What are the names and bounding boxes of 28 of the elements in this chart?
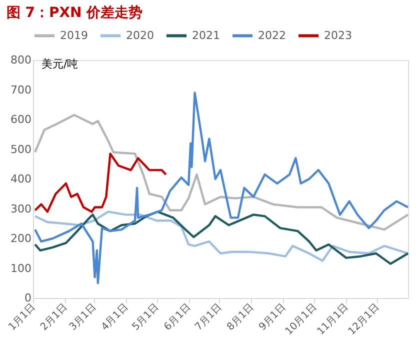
- y-tick-label: 800: [10, 54, 32, 66]
- x-tick-label: 4月1日: [100, 302, 130, 333]
- y-tick-label: 200: [10, 232, 32, 245]
- legend-label: 2019: [60, 28, 88, 42]
- x-tick-label: 2月1日: [38, 302, 70, 333]
- legend-label: 2022: [258, 28, 286, 42]
- x-tick-label: 7月1日: [193, 302, 224, 333]
- y-tick-label: 500: [10, 142, 32, 156]
- line-series: [34, 152, 167, 213]
- legend-label: 2021: [192, 28, 220, 42]
- x-tick-label: 5月1日: [130, 302, 162, 333]
- chart-title: 图 7：PXN 价差走势: [6, 5, 143, 21]
- y-tick-label: 0: [24, 292, 32, 304]
- line-series: [34, 114, 410, 231]
- y-tick-label: 300: [10, 202, 32, 216]
- y-tick-label: 400: [10, 172, 32, 186]
- x-tick-label: 3月1日: [68, 302, 99, 333]
- y-tick-label: 600: [10, 113, 32, 126]
- x-tick-label: 6月1日: [162, 302, 194, 333]
- y-tick-label: 700: [10, 83, 32, 96]
- legend-label: 2023: [324, 28, 352, 42]
- line-series: [34, 92, 410, 284]
- x-tick-label: 12月1日: [346, 302, 382, 338]
- x-tick-label: 8月1日: [225, 302, 256, 333]
- y-tick-label: 100: [10, 262, 32, 275]
- x-tick-label: 1月1日: [6, 302, 38, 333]
- y-axis-title: 美元/吨: [42, 58, 78, 70]
- legend-label: 2020: [126, 28, 154, 42]
